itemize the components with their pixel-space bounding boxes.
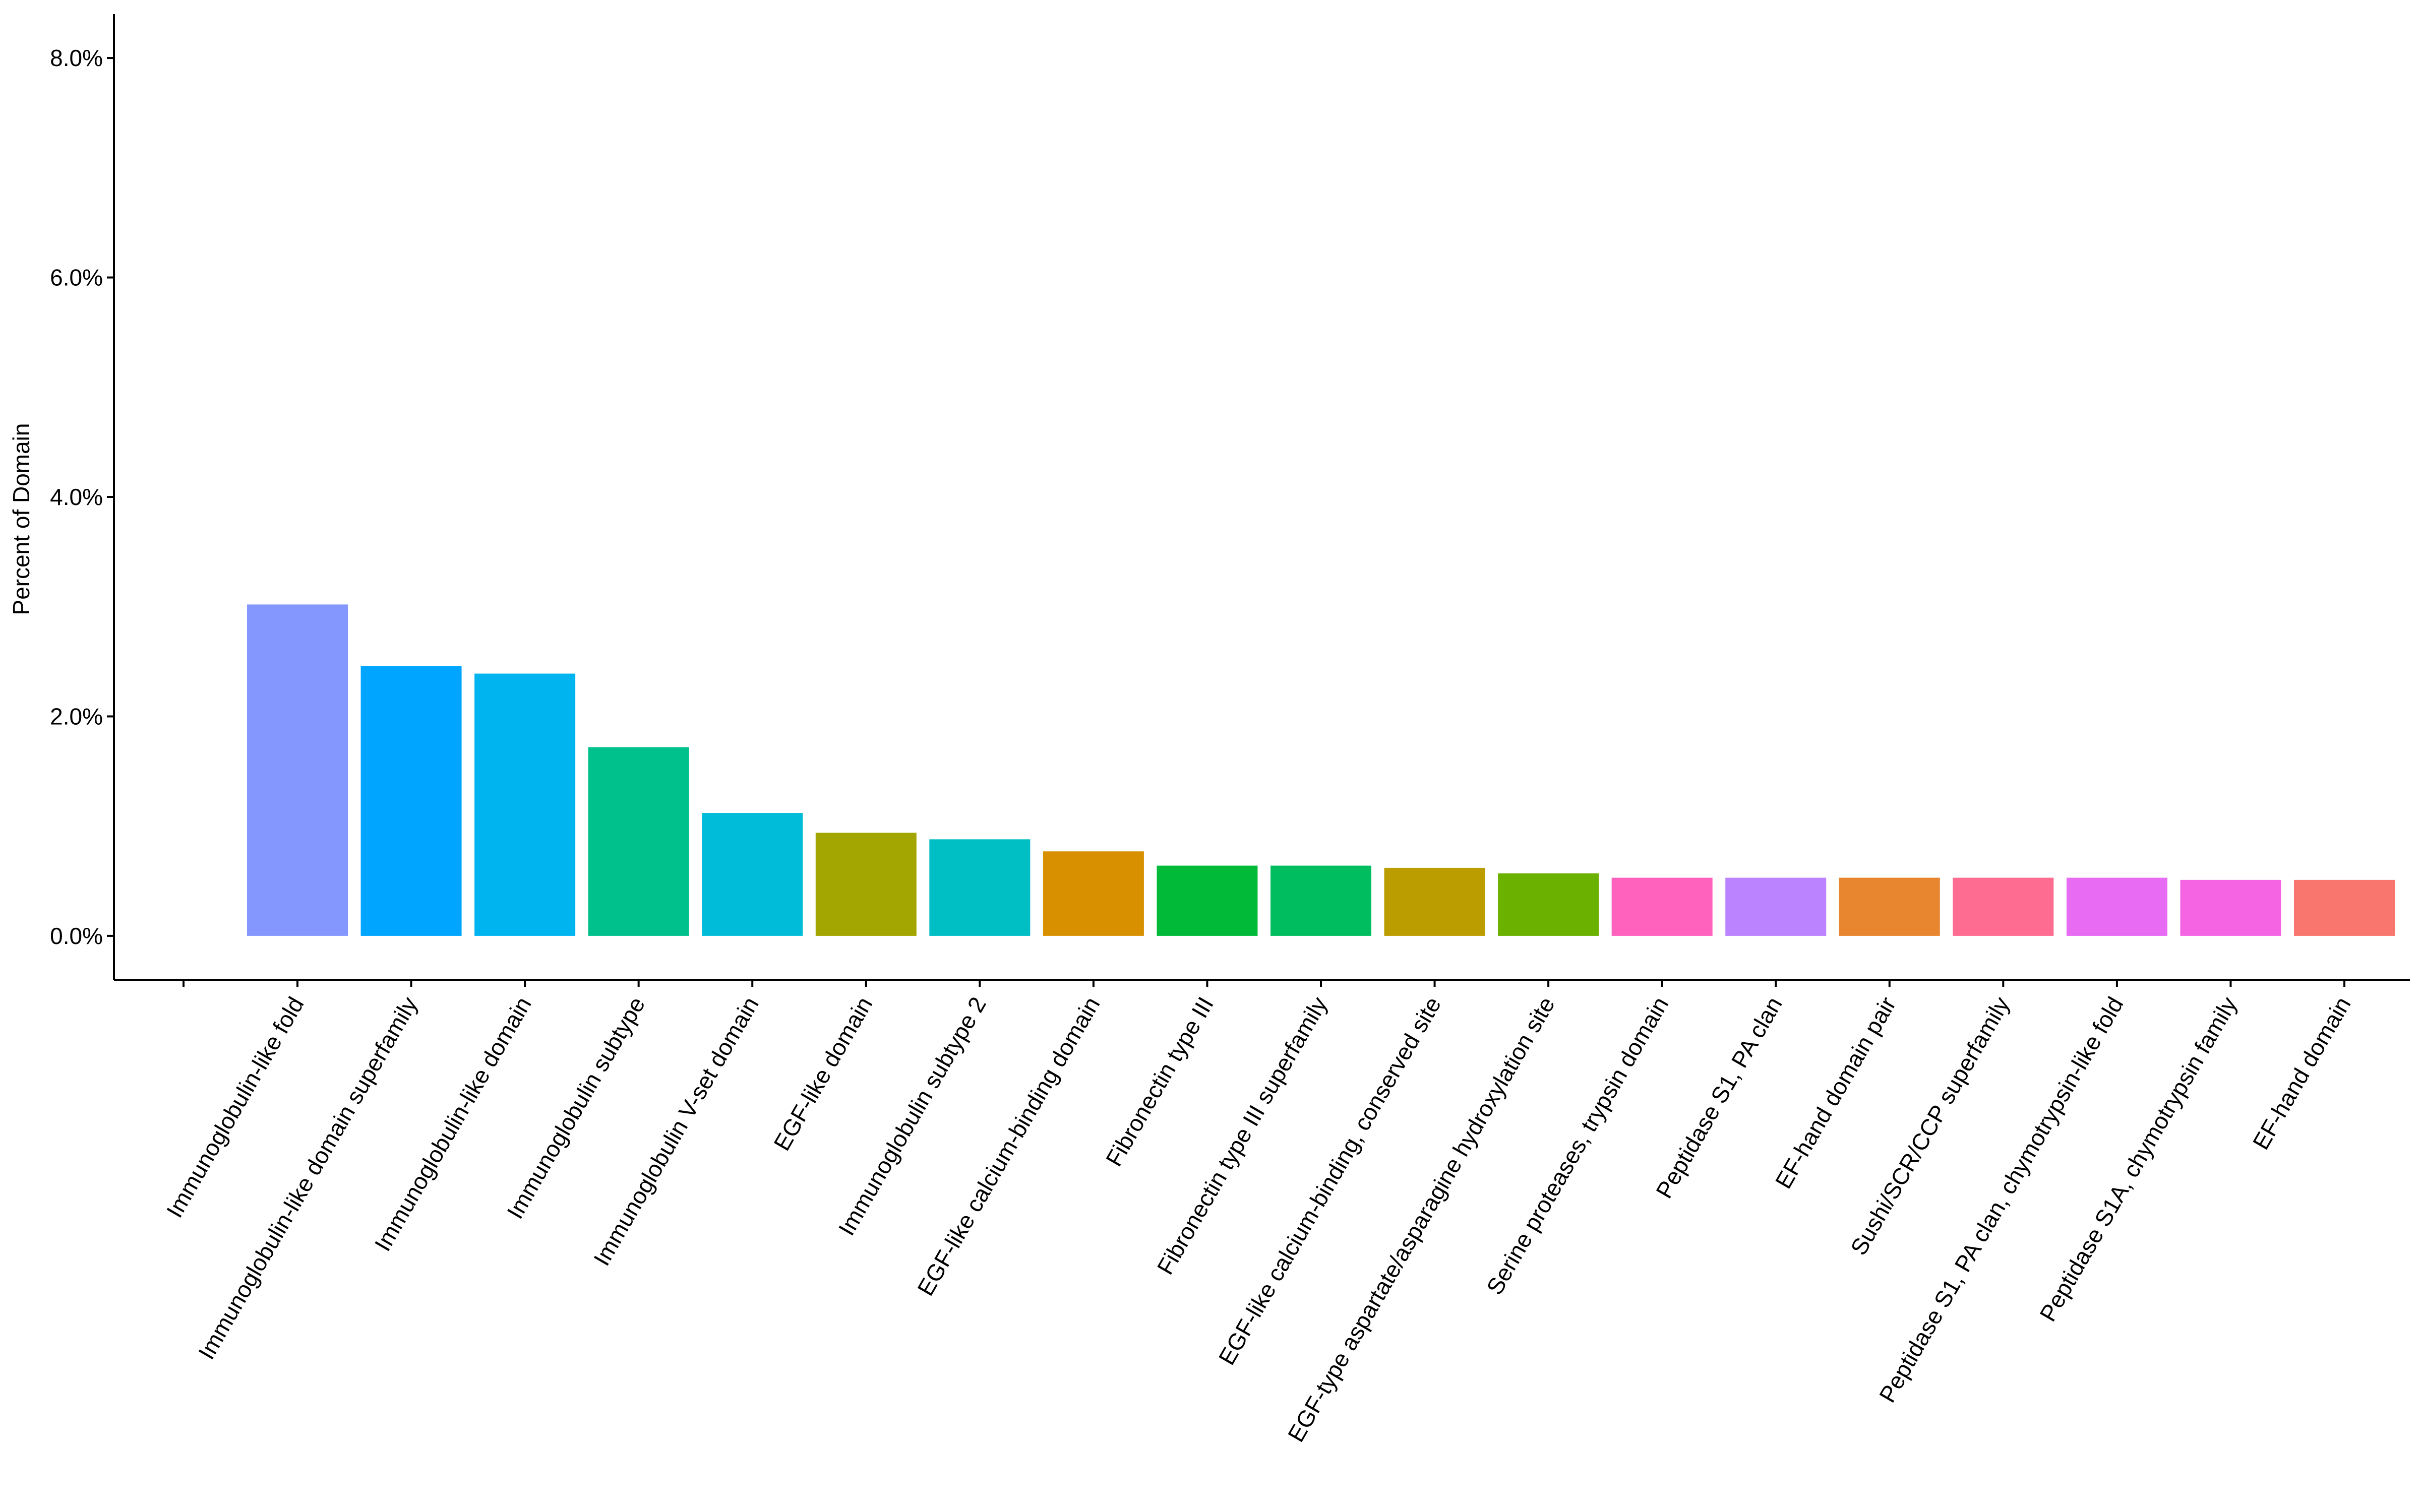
bar-5 [815, 833, 917, 936]
bar-10 [1384, 867, 1485, 936]
x-tick-label: EGF-like domain [768, 992, 877, 1155]
bar-12 [1611, 877, 1713, 936]
x-tick-label: EGF-like calcium-binding domain [912, 992, 1105, 1300]
y-tick-label: 6.0% [50, 265, 103, 291]
bars-group [247, 604, 2395, 936]
bar-6 [929, 839, 1031, 936]
y-tick-label: 4.0% [50, 484, 103, 510]
x-axis: Immunoglobulin-like foldImmunoglobulin-l… [114, 979, 2410, 1446]
bar-1 [360, 666, 462, 936]
x-tick-label: Peptidase S1A, chymotrypsin family [2034, 992, 2242, 1326]
y-axis: 0.0% 2.0% 4.0% 6.0% 8.0% [50, 14, 115, 980]
y-tick-label: 2.0% [50, 703, 103, 729]
y-axis-title: Percent of Domain [8, 423, 34, 615]
y-tick-label: 0.0% [50, 923, 103, 949]
bar-3 [588, 747, 689, 936]
bar-11 [1498, 873, 1599, 936]
bar-17 [2180, 879, 2281, 936]
y-tick-label: 8.0% [50, 45, 103, 71]
bar-4 [702, 813, 803, 936]
bar-18 [2294, 879, 2395, 936]
bar-14 [1839, 877, 1940, 936]
x-tick-label: EGF-type aspartate/asparagine hydroxylat… [1283, 992, 1560, 1446]
bar-0 [247, 604, 348, 936]
bar-2 [474, 673, 576, 936]
x-tick-label: EF-hand domain pair [1770, 992, 1901, 1193]
x-tick-label: Peptidase S1, PA clan, chymotrypsin-like… [1874, 992, 2129, 1407]
bar-15 [1953, 877, 2054, 936]
x-tick-label: EGF-like calcium-binding, conserved site [1213, 992, 1446, 1369]
bar-9 [1270, 865, 1371, 936]
bar-16 [2066, 877, 2167, 936]
x-tick-label: EF-hand domain [2248, 992, 2356, 1154]
x-tick-label: Immunoglobulin-like domain superfamily [193, 992, 422, 1364]
bar-7 [1043, 851, 1144, 936]
bar-8 [1157, 865, 1258, 936]
x-tick-label: Fibronectin type III [1101, 992, 1219, 1171]
x-tick-label: Peptidase S1, PA clan [1651, 992, 1787, 1203]
bar-13 [1725, 877, 1827, 936]
